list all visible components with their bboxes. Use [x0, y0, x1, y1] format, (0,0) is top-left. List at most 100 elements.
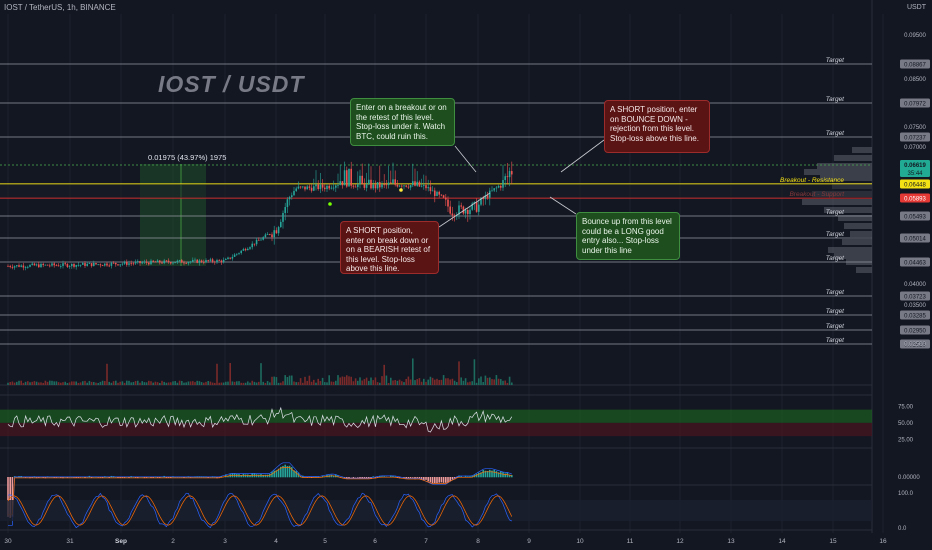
macd-histogram-bar [238, 474, 240, 478]
volume-bar [51, 380, 53, 385]
rsi-tick-label: 25.00 [898, 437, 914, 443]
macd-histogram-bar [434, 477, 436, 484]
volume-bar [475, 382, 478, 385]
candle-body [423, 185, 425, 186]
candle-body [416, 181, 418, 186]
volume-bar [20, 380, 22, 385]
candle-body [431, 190, 434, 192]
candle-body [308, 186, 311, 188]
macd-histogram-bar [456, 477, 458, 478]
volume-profile-bar [828, 247, 872, 253]
macd-histogram-bar [317, 476, 319, 478]
rsi-lower-band [0, 422, 872, 437]
volume-bar [187, 381, 190, 385]
macd-histogram-bar [262, 474, 264, 478]
volume-bar [451, 378, 454, 385]
note-short-breakdown: A SHORT position, enter on break down or… [340, 221, 439, 274]
macd-histogram-bar [286, 465, 289, 478]
volume-bar [458, 361, 460, 385]
volume-bar [112, 381, 115, 385]
volume-bar [110, 382, 113, 385]
macd-histogram-bar [247, 474, 249, 478]
volume-bar [218, 382, 220, 385]
candle-body [165, 260, 168, 262]
price-tag-value: 0.05014 [904, 237, 926, 243]
price-tag [900, 98, 930, 108]
volume-bar [139, 382, 141, 385]
volume-bar [60, 382, 62, 385]
candle-body [438, 191, 440, 195]
volume-bar [141, 381, 143, 385]
macd-histogram-bar [295, 471, 297, 478]
volume-bar [68, 382, 71, 385]
candle-body [71, 263, 73, 267]
stoch-tick-label: 100.0 [898, 491, 914, 497]
candle-body [152, 260, 154, 262]
volume-bar [178, 380, 181, 385]
volume-bar [291, 375, 293, 385]
candle-body [35, 264, 38, 266]
candle-body [458, 205, 460, 215]
candle-body [62, 263, 64, 267]
volume-bar [346, 375, 348, 385]
macd-histogram-bar [321, 475, 324, 478]
candle-body [486, 195, 489, 198]
volume-bar [198, 381, 201, 385]
countdown-value: 35:44 [907, 171, 923, 177]
rsi-tick-label: 75.00 [898, 404, 914, 410]
volume-bar [262, 381, 264, 385]
volume-bar [244, 382, 247, 385]
candle-body [260, 239, 262, 241]
candle-body [145, 261, 148, 263]
volume-bar [16, 381, 18, 385]
candle-body [295, 188, 297, 191]
volume-bar [148, 380, 150, 385]
volume-bar [392, 380, 394, 385]
volume-profile-bar [834, 253, 872, 259]
candle-body [427, 187, 429, 189]
volume-bar [233, 381, 236, 385]
price-tag [900, 179, 930, 189]
macd-histogram-bar [469, 476, 471, 478]
macd-histogram-bar [183, 477, 185, 478]
candle-body [161, 262, 163, 264]
candle-body [16, 265, 18, 267]
candle-body [330, 187, 333, 189]
candle-body [429, 187, 432, 191]
volume-bar [242, 382, 245, 385]
macd-histogram-bar [240, 474, 242, 478]
volume-bar [55, 381, 58, 385]
volume-bar [326, 382, 328, 385]
volume-bar [456, 382, 458, 385]
level-label: Target [826, 289, 845, 296]
macd-histogram-bar [504, 473, 506, 478]
candle-body [420, 185, 423, 187]
volume-bar [211, 382, 214, 385]
volume-bar [194, 382, 196, 385]
x-tick-label: 2 [171, 538, 175, 545]
volume-bar [93, 381, 95, 385]
candle-body [319, 184, 322, 190]
candle-body [205, 260, 207, 263]
volume-bar [304, 376, 306, 385]
volume-bar [286, 377, 289, 385]
macd-histogram-bar [255, 474, 258, 478]
candle-body [29, 264, 31, 267]
volume-bar [508, 376, 511, 385]
candle-body [484, 195, 487, 200]
volume-bar [53, 381, 55, 385]
volume-bar [57, 382, 60, 385]
candle-body [451, 213, 454, 216]
candle-body [306, 186, 308, 190]
candle-body [372, 184, 374, 189]
volume-bar [436, 378, 438, 385]
candle-body [189, 261, 192, 263]
x-tick-label: 5 [323, 538, 327, 545]
x-tick-label: 10 [576, 538, 584, 545]
volume-bar [161, 380, 163, 385]
candle-body [170, 262, 172, 264]
candle-body [480, 197, 482, 205]
candle-body [376, 182, 379, 189]
candle-body [187, 262, 190, 264]
